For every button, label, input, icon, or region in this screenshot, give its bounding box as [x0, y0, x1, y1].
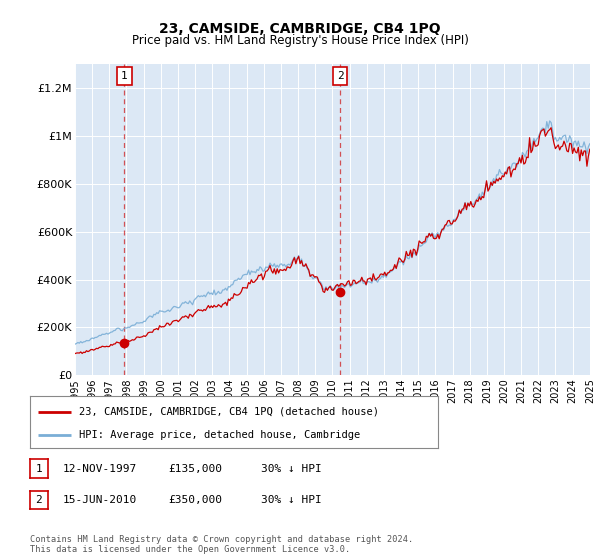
Text: 23, CAMSIDE, CAMBRIDGE, CB4 1PQ: 23, CAMSIDE, CAMBRIDGE, CB4 1PQ — [159, 22, 441, 36]
Text: Price paid vs. HM Land Registry's House Price Index (HPI): Price paid vs. HM Land Registry's House … — [131, 34, 469, 46]
Text: 1: 1 — [35, 464, 43, 474]
Text: 23, CAMSIDE, CAMBRIDGE, CB4 1PQ (detached house): 23, CAMSIDE, CAMBRIDGE, CB4 1PQ (detache… — [79, 407, 379, 417]
Text: £135,000: £135,000 — [168, 464, 222, 474]
Text: 30% ↓ HPI: 30% ↓ HPI — [261, 464, 322, 474]
Text: 2: 2 — [35, 495, 43, 505]
Text: £350,000: £350,000 — [168, 495, 222, 505]
Text: 15-JUN-2010: 15-JUN-2010 — [63, 495, 137, 505]
Text: 2: 2 — [337, 71, 343, 81]
Text: Contains HM Land Registry data © Crown copyright and database right 2024.
This d: Contains HM Land Registry data © Crown c… — [30, 535, 413, 554]
Text: HPI: Average price, detached house, Cambridge: HPI: Average price, detached house, Camb… — [79, 430, 360, 440]
Text: 30% ↓ HPI: 30% ↓ HPI — [261, 495, 322, 505]
Text: 1: 1 — [121, 71, 128, 81]
Text: 12-NOV-1997: 12-NOV-1997 — [63, 464, 137, 474]
